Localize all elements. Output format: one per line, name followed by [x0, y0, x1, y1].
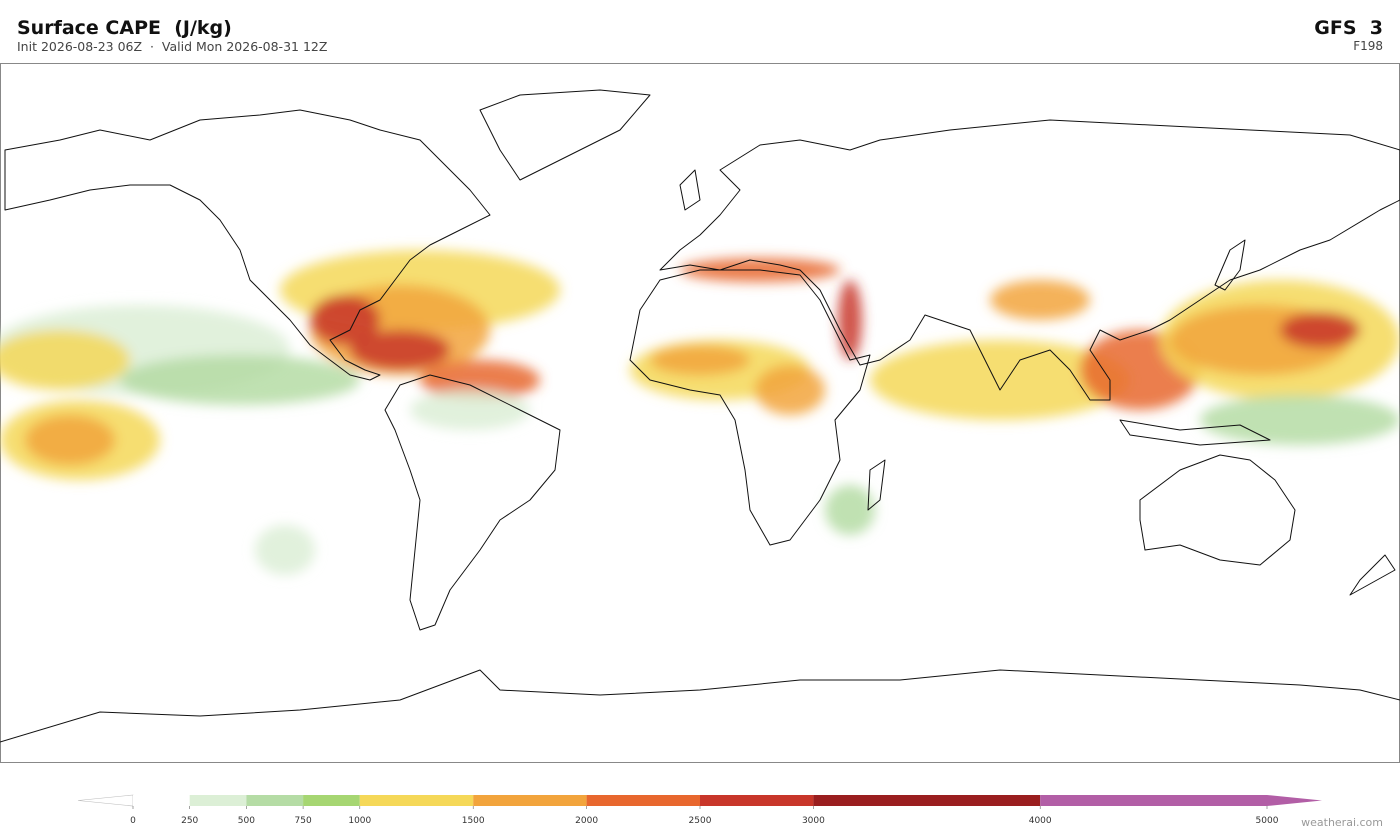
- colorbar-segment: [303, 795, 360, 806]
- colorbar-extend-max: [1267, 795, 1322, 806]
- colorbar-segment: [359, 795, 474, 806]
- colorbar-segment: [813, 795, 1041, 806]
- colorbar-tick-label: 1500: [462, 816, 485, 826]
- title: Surface CAPE (J/kg): [17, 17, 232, 39]
- colorbar-tick-label: 750: [295, 816, 312, 826]
- forecast-hour: F198: [1353, 39, 1383, 53]
- model-name: GFS 3: [1314, 17, 1383, 39]
- map-frame: [0, 63, 1400, 763]
- colorbar-tick-label: 1000: [348, 816, 371, 826]
- colorbar-tick-label: 2500: [689, 816, 712, 826]
- colorbar-segment: [1040, 795, 1267, 806]
- colorbar-tick-label: 2000: [575, 816, 598, 826]
- subtitle: Init 2026-08-23 06Z · Valid Mon 2026-08-…: [17, 39, 327, 54]
- colorbar-tick-label: 4000: [1029, 816, 1052, 826]
- colorbar: 0 250 500 750 1000 1500 2000 2500 3000 4000 5000: [77, 794, 1322, 826]
- cape-field: [0, 250, 1400, 575]
- colorbar-tick-label: 250: [181, 816, 198, 826]
- colorbar-segment: [189, 795, 247, 806]
- colorbar-tick-label: 0: [130, 816, 136, 826]
- colorbar-extend-min: [77, 794, 134, 807]
- map: [0, 63, 1400, 763]
- colorbar-segment: [586, 795, 700, 806]
- watermark: weatherai.com: [1301, 816, 1383, 829]
- colorbar-tick-label: 500: [238, 816, 255, 826]
- colorbar-segment: [473, 795, 587, 806]
- colorbar-segment: [700, 795, 814, 806]
- coastlines: [0, 89, 1400, 743]
- colorbar-tick-label: 3000: [802, 816, 825, 826]
- colorbar-tick-label: 5000: [1256, 816, 1279, 826]
- colorbar-segment: [246, 795, 304, 806]
- colorbar-segment: [133, 795, 190, 806]
